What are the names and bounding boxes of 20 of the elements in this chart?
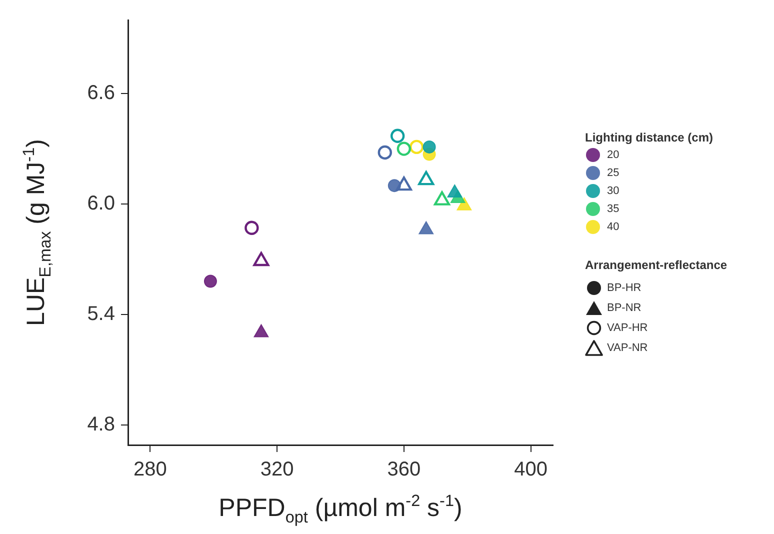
text: BP-NR [607, 302, 642, 314]
x-tick-label: 320 [260, 458, 294, 481]
x-tick-label: 360 [387, 458, 421, 481]
y-tick-label: 6.6 [87, 82, 115, 104]
text: BP-HR [607, 282, 642, 294]
legend-label: 30 [607, 185, 620, 198]
legend-title: Lighting distance (cm) [585, 130, 714, 144]
text: Arrangement-reflectance [585, 258, 728, 272]
legend-label: 25 [607, 167, 620, 180]
legend-label: 35 [607, 203, 620, 216]
y-tick-label: 6.0 [87, 192, 115, 214]
legend-label: 20 [607, 149, 620, 162]
x-tick-label: 400 [514, 458, 548, 481]
text: VAP-HR [607, 322, 648, 334]
y-tick-label: 5.4 [87, 302, 115, 325]
y-tick-label: 4.8 [87, 413, 115, 436]
y-axis-title: LUEE,max (g MJ-1) [20, 139, 54, 326]
x-tick-label: 280 [134, 458, 167, 481]
text: VAP-NR [607, 342, 648, 354]
legend-label: 40 [607, 221, 620, 234]
